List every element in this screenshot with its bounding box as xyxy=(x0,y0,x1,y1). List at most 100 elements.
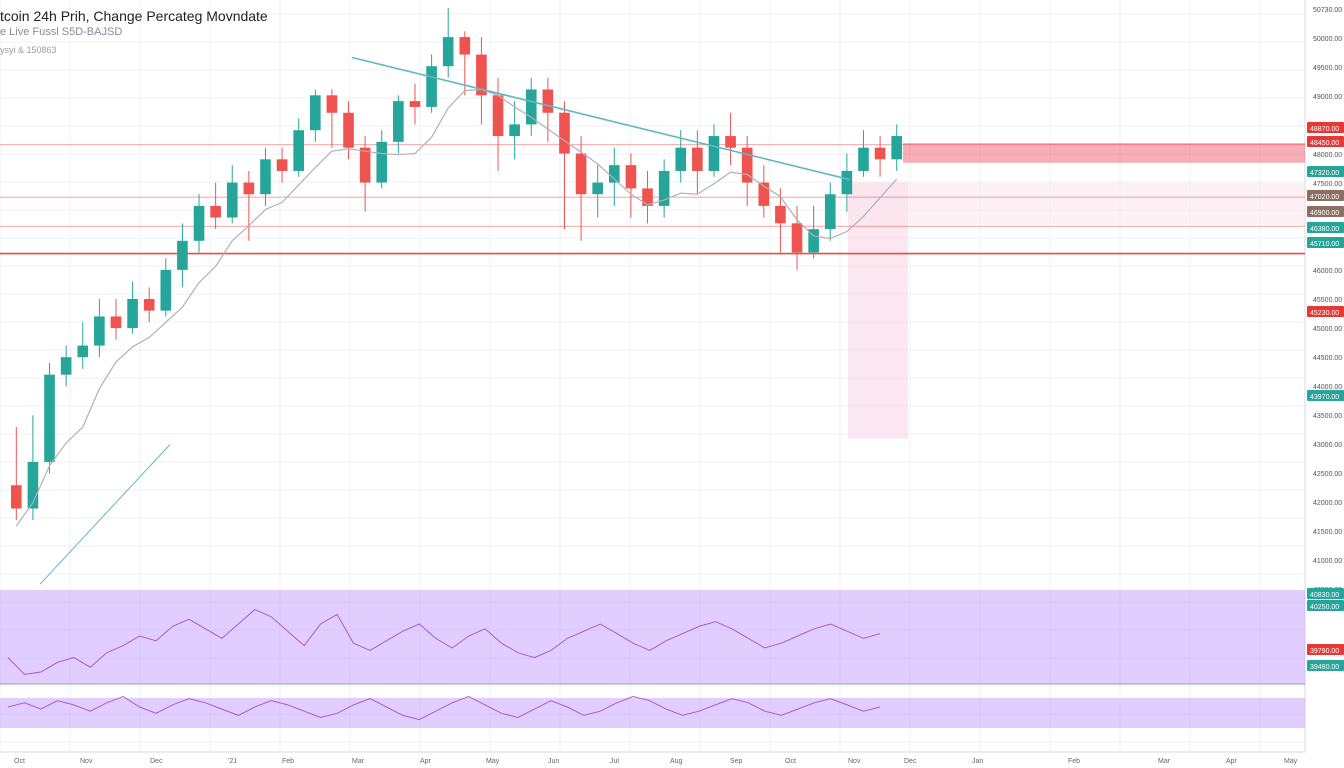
trendline[interactable] xyxy=(351,56,851,181)
candle-body[interactable] xyxy=(575,153,587,195)
candle-body[interactable] xyxy=(858,147,869,171)
candle-body[interactable] xyxy=(542,89,554,113)
y-tick-label: 43500.00 xyxy=(1313,413,1342,420)
candle-body[interactable] xyxy=(692,147,703,171)
y-tick-label: 50730.00 xyxy=(1313,7,1342,14)
candle-body[interactable] xyxy=(509,124,520,137)
candle-body[interactable] xyxy=(476,54,487,96)
candle-body[interactable] xyxy=(758,182,770,206)
price-tag-label: 47020.00 xyxy=(1310,194,1339,201)
candle-body[interactable] xyxy=(592,182,604,195)
y-tick-label: 41000.00 xyxy=(1313,558,1342,565)
candle-body[interactable] xyxy=(824,194,836,230)
candle-body[interactable] xyxy=(874,147,886,160)
candle-body[interactable] xyxy=(525,89,537,125)
y-tick-label: 49000.00 xyxy=(1313,94,1342,101)
candle-body[interactable] xyxy=(891,136,903,160)
price-tag-label: 45710.00 xyxy=(1310,241,1339,248)
price-tag-label: 48450.00 xyxy=(1310,140,1339,147)
y-tick-label: 46000.00 xyxy=(1313,268,1342,275)
candle-body[interactable] xyxy=(492,95,504,137)
price-tag-label: 47320.00 xyxy=(1310,170,1339,177)
candle-body[interactable] xyxy=(459,37,471,55)
candle-body[interactable] xyxy=(293,130,305,171)
candle-body[interactable] xyxy=(708,136,720,171)
price-tag xyxy=(1307,122,1344,133)
candle-body[interactable] xyxy=(127,299,138,329)
candle-body[interactable] xyxy=(393,101,404,142)
x-tick-label: Oct xyxy=(785,758,796,765)
y-tick-label: 48000.00 xyxy=(1313,152,1342,159)
candle-body[interactable] xyxy=(243,182,255,195)
chart-title: tcoin 24h Prih, Change Percateg Movndate xyxy=(0,8,268,24)
candle-body[interactable] xyxy=(143,299,155,311)
candle-body[interactable] xyxy=(210,205,221,218)
price-tag-label: 39480.00 xyxy=(1310,664,1339,671)
candle-body[interactable] xyxy=(791,223,803,253)
candle-body[interactable] xyxy=(27,461,39,509)
candle-body[interactable] xyxy=(841,170,853,195)
indicator-line-2 xyxy=(7,695,881,721)
x-tick-label: Sep xyxy=(730,758,743,765)
price-tag xyxy=(1307,206,1344,217)
candle-body[interactable] xyxy=(808,229,819,253)
x-tick-label: Aug xyxy=(670,758,683,765)
price-tag-label: 48870.00 xyxy=(1310,126,1339,133)
candle-body[interactable] xyxy=(260,159,271,195)
price-tag xyxy=(1307,237,1344,248)
candle-body[interactable] xyxy=(608,165,620,183)
candle-body[interactable] xyxy=(775,205,786,224)
price-tag xyxy=(1307,660,1344,671)
resistance-zone xyxy=(903,143,1305,163)
price-tag xyxy=(1307,222,1344,233)
candle-body[interactable] xyxy=(725,136,736,148)
candle-body[interactable] xyxy=(94,316,105,346)
candle-body[interactable] xyxy=(409,101,421,107)
price-tag xyxy=(1307,166,1344,177)
candle-body[interactable] xyxy=(343,112,354,148)
candle-body[interactable] xyxy=(625,165,637,189)
candle-body[interactable] xyxy=(642,188,653,206)
x-tick-label: Dec xyxy=(150,758,163,765)
indicator-panel-2 xyxy=(0,698,1305,728)
price-tag-label: 43970.00 xyxy=(1310,394,1339,401)
x-tick-label: Jun xyxy=(548,758,559,765)
candle-body[interactable] xyxy=(226,182,238,218)
x-tick-label: Apr xyxy=(420,758,432,765)
target-zone xyxy=(848,182,1305,225)
candle-body[interactable] xyxy=(741,147,753,183)
y-tick-label: 41500.00 xyxy=(1313,529,1342,536)
candle-body[interactable] xyxy=(10,485,22,509)
chart-subtitle-2: ysyi & 150863 xyxy=(0,45,57,55)
candle-body[interactable] xyxy=(442,37,454,67)
candle-body[interactable] xyxy=(110,316,122,329)
candle-body[interactable] xyxy=(160,269,172,311)
x-tick-label: Oct xyxy=(14,758,25,765)
candle-body[interactable] xyxy=(177,240,188,270)
candle-body[interactable] xyxy=(326,95,338,113)
candle-body[interactable] xyxy=(309,95,321,131)
y-tick-label: 47500.00 xyxy=(1313,181,1342,188)
x-tick-label: Apr xyxy=(1226,758,1238,765)
y-tick-label: 45000.00 xyxy=(1313,326,1342,333)
candle-body[interactable] xyxy=(426,66,437,107)
x-tick-label: Nov xyxy=(848,758,861,765)
candle-body[interactable] xyxy=(559,112,570,154)
price-tag-label: 46900.00 xyxy=(1310,210,1339,217)
candle-body[interactable] xyxy=(193,205,205,241)
candle-body[interactable] xyxy=(359,147,371,183)
y-tick-label: 45500.00 xyxy=(1313,297,1342,304)
price-tag-label: 45230.00 xyxy=(1310,310,1339,317)
candle-body[interactable] xyxy=(77,345,89,358)
candle-body[interactable] xyxy=(658,170,670,206)
chart-subtitle: e Live Fussl S5D-BAJSD xyxy=(0,26,123,38)
candle-body[interactable] xyxy=(276,159,288,171)
price-tag-label: 40250.00 xyxy=(1310,604,1339,611)
candle-body[interactable] xyxy=(376,141,388,183)
candle-body[interactable] xyxy=(44,374,55,462)
x-tick-label: Dec xyxy=(904,758,917,765)
candle-body[interactable] xyxy=(60,357,72,375)
x-tick-label: May xyxy=(486,758,500,765)
candle-body[interactable] xyxy=(675,147,687,171)
